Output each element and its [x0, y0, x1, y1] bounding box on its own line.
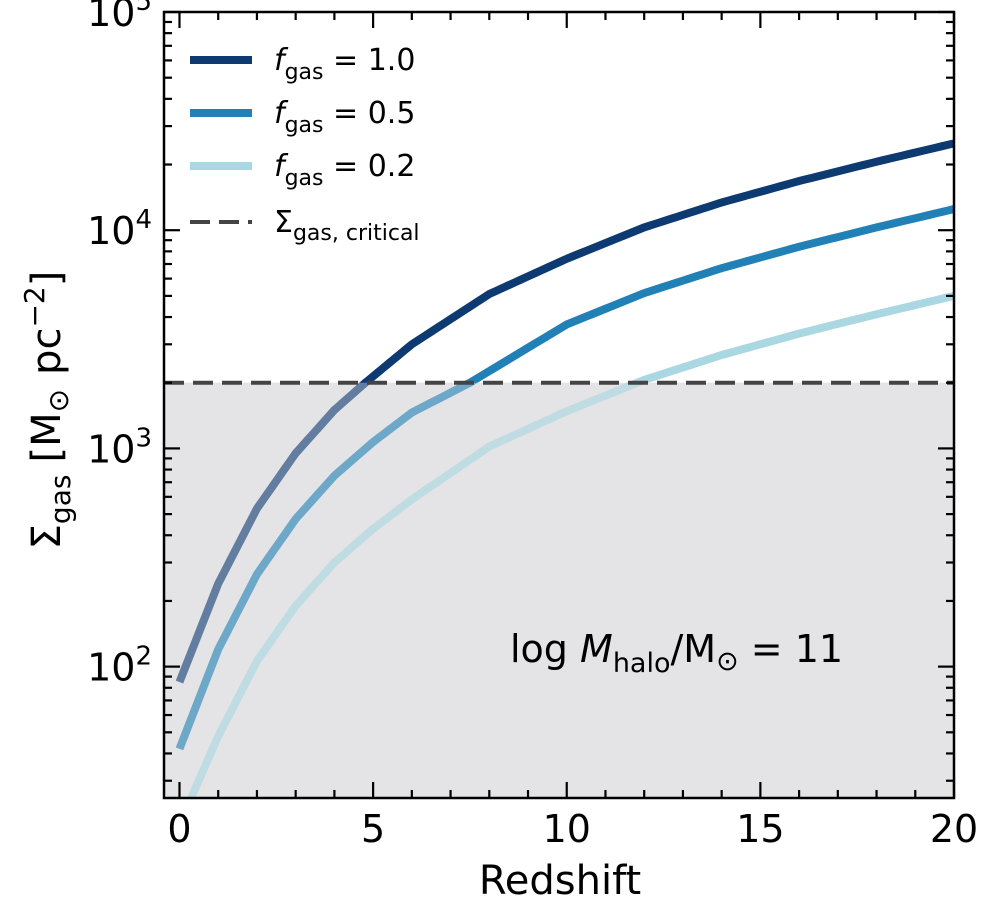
x-tick-label-20: 20: [930, 807, 978, 851]
y-tick-label-1e3: 103: [87, 423, 152, 471]
plot-frame: [162, 10, 956, 800]
series-line-f-gas-0-5: [175, 205, 954, 751]
y-tick-label-1e2: 102: [87, 642, 152, 690]
x-tick-label-5: 5: [361, 807, 385, 851]
x-tick-label-10: 10: [543, 807, 591, 851]
x-axis-label: Redshift: [479, 858, 641, 904]
series-layer: [164, 139, 954, 798]
y-axis-label: Σgas[M⊙pc−2]: [18, 271, 77, 550]
y-tick-labels: 102 103 104 105: [87, 0, 152, 690]
series-line-f-gas-0-2: [187, 292, 954, 798]
x-tick-label-15: 15: [736, 807, 784, 851]
x-tick-labels: 0 5 10 15 20: [167, 807, 978, 851]
halo-mass-annotation: log Mhalo/M⊙ = 11: [510, 627, 843, 679]
series-line-f-gas-1-0: [175, 139, 954, 684]
tick-layer: [164, 10, 956, 798]
legend-label-fgas-0-5: fgas = 0.5: [274, 96, 415, 138]
y-tick-label-1e4: 104: [87, 205, 152, 253]
legend-label-fgas-1-0: fgas = 1.0: [274, 43, 415, 85]
subcritical-overlay: [164, 382, 954, 798]
legend: fgas = 1.0 fgas = 0.5 fgas = 0.2 Σgas, c…: [190, 43, 420, 246]
x-tick-label-0: 0: [167, 807, 191, 851]
y-tick-label-1e5: 105: [87, 0, 152, 35]
legend-label-critical: Σgas, critical: [274, 205, 420, 246]
legend-label-fgas-0-2: fgas = 0.2: [274, 149, 415, 191]
